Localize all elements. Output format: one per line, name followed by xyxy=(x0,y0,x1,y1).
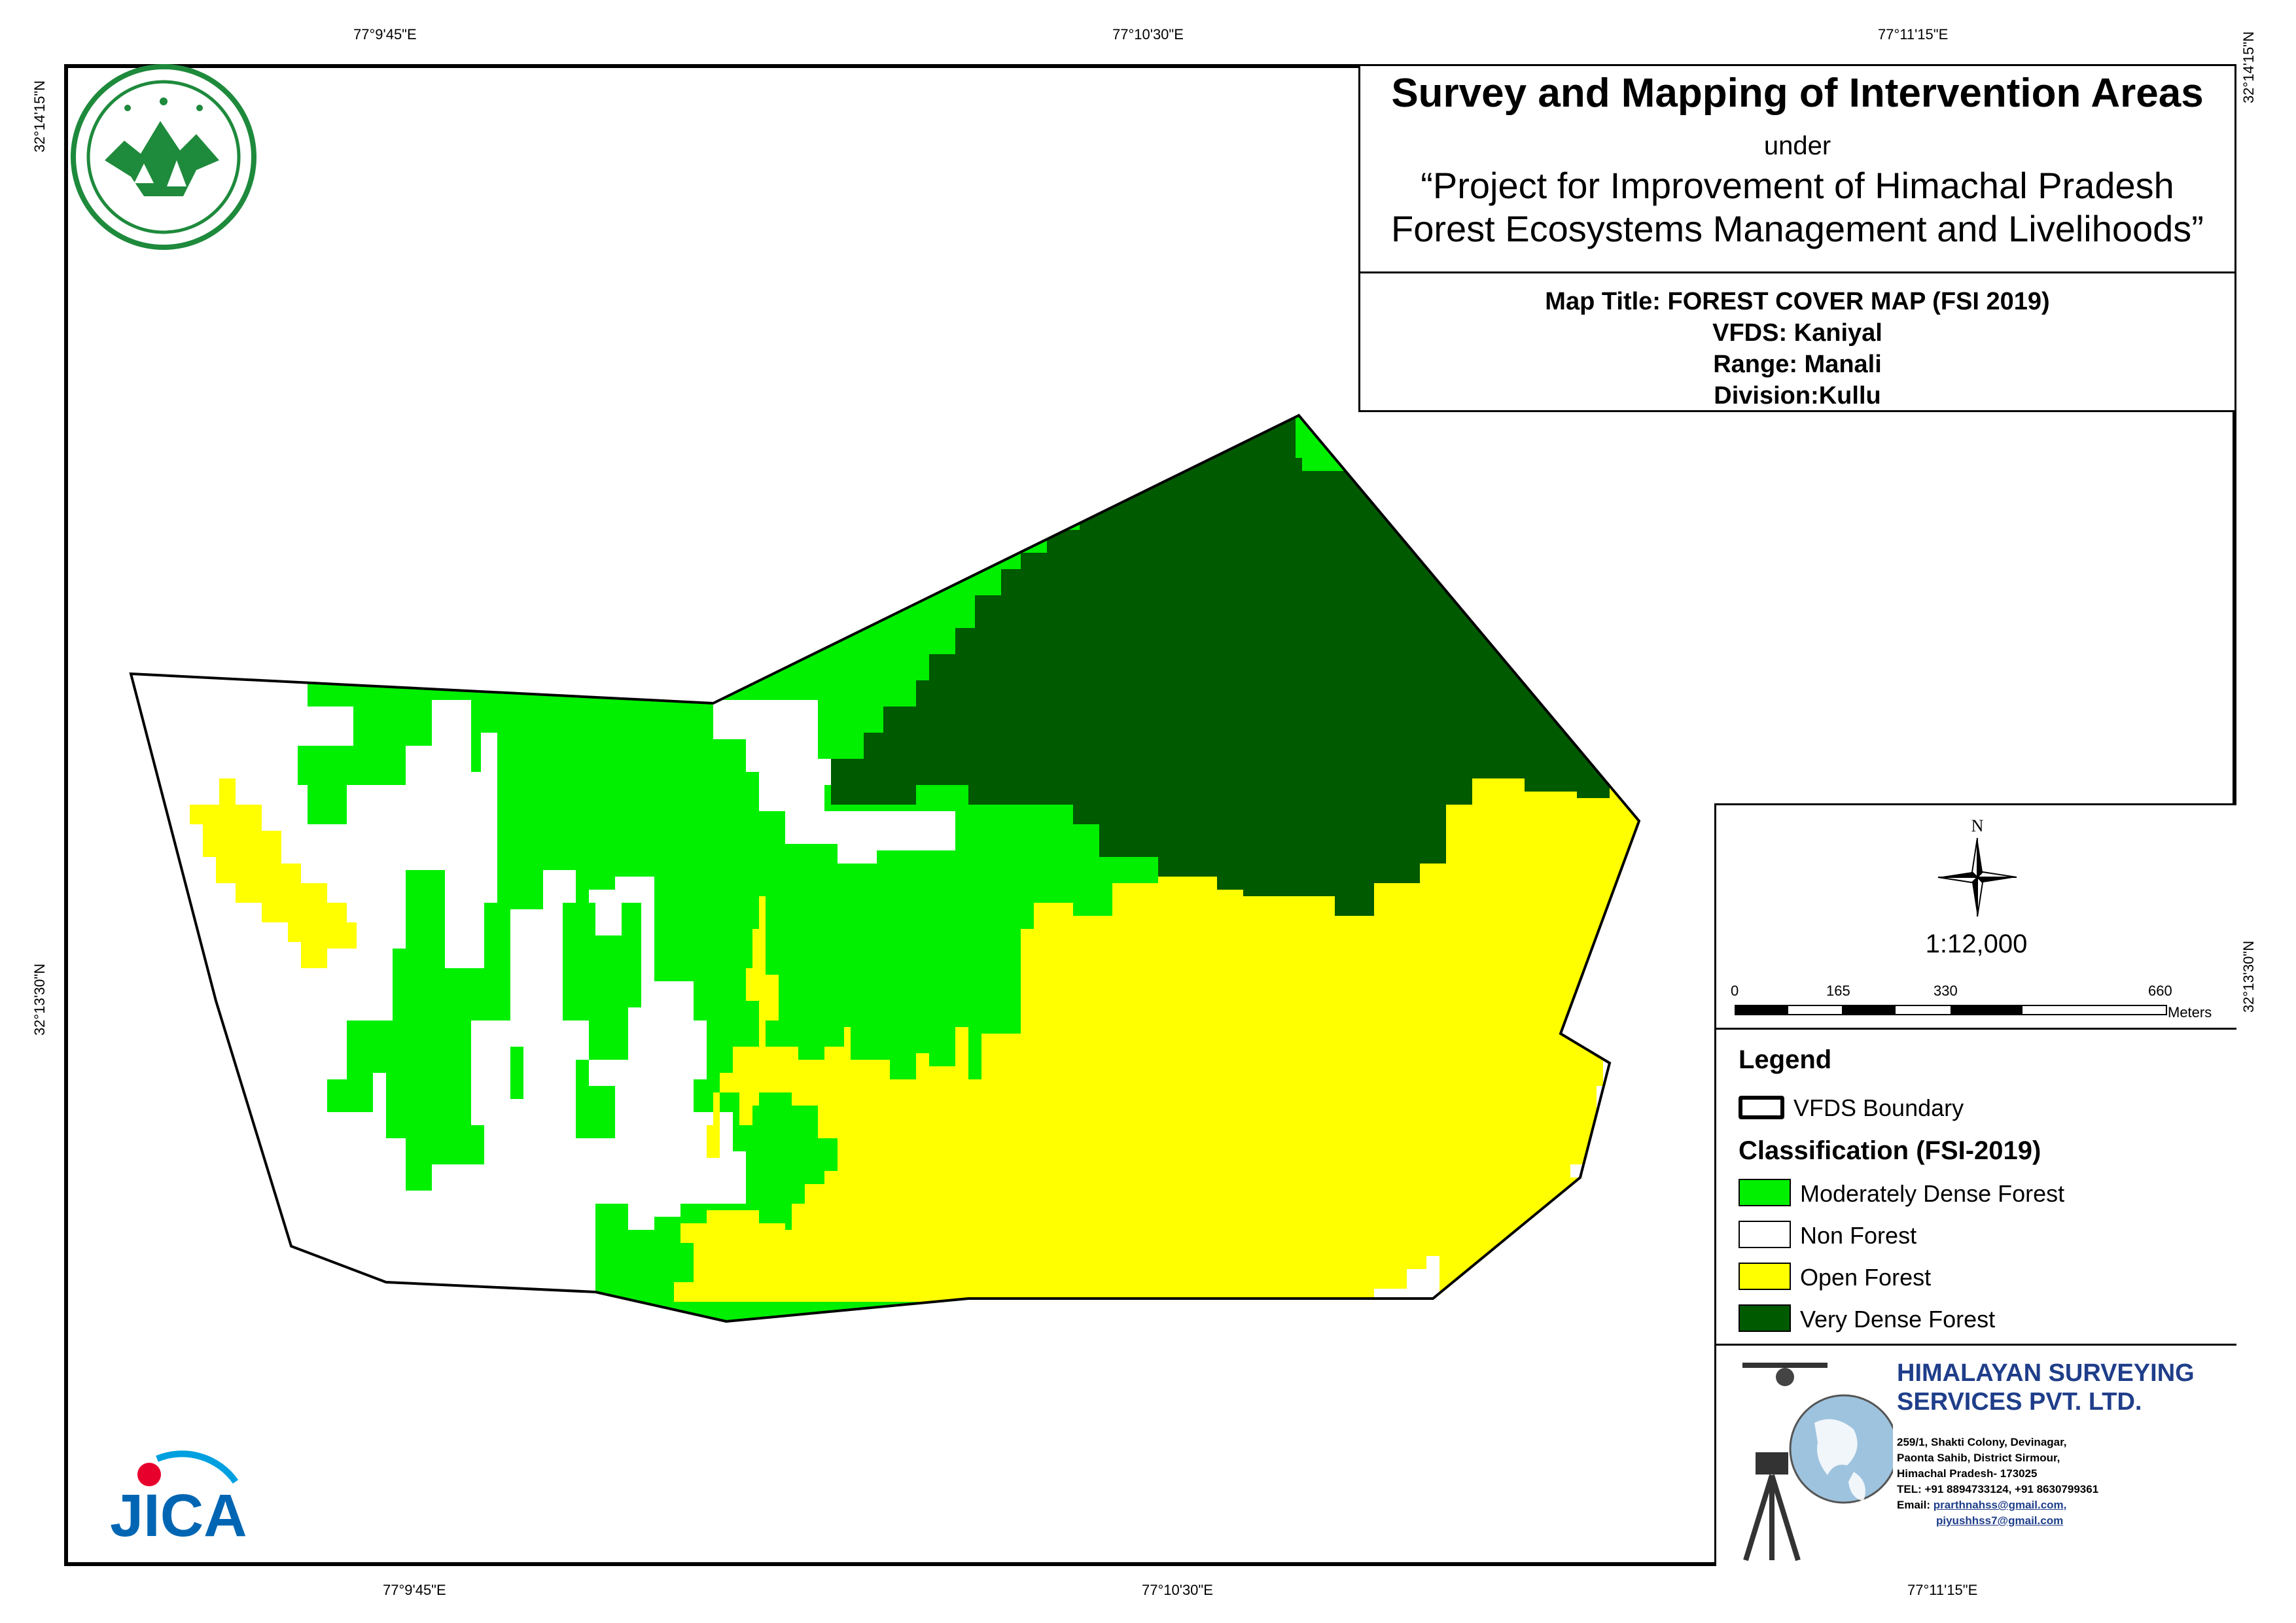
title-under: under xyxy=(1763,131,1831,160)
legend-label-open-forest: Open Forest xyxy=(1800,1264,1932,1291)
legend-swatch-non-forest xyxy=(1739,1221,1791,1248)
title-main: Survey and Mapping of Intervention Areas xyxy=(1391,71,2204,116)
legend-label-very-dense: Very Dense Forest xyxy=(1800,1306,1996,1333)
scale-tick-165: 165 xyxy=(1826,983,1850,999)
moderately-dense-patch-north xyxy=(1296,415,1361,471)
bottom-coord-1: 77°9'45"E xyxy=(383,1582,446,1598)
email-link-2[interactable]: piyushhss7@gmail.com xyxy=(1936,1514,2064,1527)
map-title-text: Map Title: FOREST COVER MAP (FSI 2019) xyxy=(1545,288,2050,315)
title-project-line2: Forest Ecosystems Management and Livelih… xyxy=(1391,208,2204,249)
company-name-line2: SERVICES PVT. LTD. xyxy=(1897,1388,2142,1416)
title-project: “Project for Improvement of Himachal Pra… xyxy=(1360,164,2234,251)
scale-ratio: 1:12,000 xyxy=(1925,930,2028,958)
vfds-text: VFDS: Kaniyal xyxy=(1712,319,1882,347)
legend-swatch-boundary xyxy=(1739,1096,1784,1119)
scale-unit: Meters xyxy=(2168,1004,2212,1021)
bottom-coord-3: 77°11'15"E xyxy=(1907,1582,1978,1598)
non-forest-edge-southeast xyxy=(1374,1256,1439,1302)
legend-label-boundary: VFDS Boundary xyxy=(1793,1094,1964,1121)
company-address-2: Paonta Sahib, District Sirmour, xyxy=(1897,1452,2060,1464)
company-logo xyxy=(1742,1363,1893,1562)
company-name: HIMALAYAN SURVEYING SERVICES PVT. LTD. xyxy=(1897,1359,2195,1416)
legend-swatch-moderately-dense xyxy=(1739,1179,1791,1206)
top-coord-2: 77°10'30"E xyxy=(1112,26,1184,43)
bottom-coord-2: 77°10'30"E xyxy=(1142,1582,1213,1598)
scale-tick-0: 0 xyxy=(1731,983,1739,999)
legend-label-non-forest: Non Forest xyxy=(1800,1222,1917,1249)
scale-tick-660: 660 xyxy=(2148,983,2172,999)
moderately-dense-patch-south xyxy=(746,1106,824,1223)
survey-instrument-icon xyxy=(1756,1452,1788,1475)
company-email: Email: prarthnahss@gmail.com, xyxy=(1897,1499,2066,1512)
scale-section: N 1:12,000 0 165 330 660 Meters xyxy=(1716,805,2236,1030)
title-project-line1: “Project for Improvement of Himachal Pra… xyxy=(1421,165,2174,206)
non-forest-area-west xyxy=(131,667,746,1302)
division-text: Division:Kullu xyxy=(1714,382,1881,410)
north-arrow-icon: N xyxy=(1937,816,2017,917)
range-text: Range: Manali xyxy=(1713,351,1882,378)
jica-wordmark: JICA xyxy=(110,1482,247,1549)
top-coord-3: 77°11'15"E xyxy=(1878,26,1949,43)
legend-label-moderately-dense: Moderately Dense Forest xyxy=(1800,1180,2065,1207)
legend-section: Legend VFDS Boundary Classification (FSI… xyxy=(1716,1030,2236,1346)
classification-title: Classification (FSI-2019) xyxy=(1739,1136,2041,1165)
company-phone: TEL: +91 8894733124, +91 8630799361 xyxy=(1897,1483,2099,1495)
info-panel: Map Title: FOREST COVER MAP (FSI 2019) V… xyxy=(1358,273,2236,412)
company-address-1: 259/1, Shakti Colony, Devinagar, xyxy=(1897,1436,2067,1448)
scale-bar xyxy=(1735,1005,2167,1015)
scale-tick-330: 330 xyxy=(1934,983,1958,999)
email-label: Email: xyxy=(1897,1499,1934,1511)
legend-swatch-open-forest xyxy=(1739,1263,1791,1290)
vfds-boundary-line xyxy=(129,413,1641,1323)
forest-classes xyxy=(131,415,1639,1321)
company-section: HIMALAYAN SURVEYING SERVICES PVT. LTD. 2… xyxy=(1716,1346,2236,1568)
drone-icon xyxy=(1742,1363,1828,1368)
legend-panel: N 1:12,000 0 165 330 660 Meters Legend V… xyxy=(1714,803,2236,1566)
title-panel: Survey and Mapping of Intervention Areas… xyxy=(1358,64,2236,273)
top-coord-1: 77°9'45"E xyxy=(353,26,417,43)
forest-department-logo xyxy=(71,64,256,250)
email-link-1[interactable]: prarthnahss@gmail.com, xyxy=(1933,1499,2067,1511)
open-forest-patch-west xyxy=(190,778,357,968)
legend-title: Legend xyxy=(1739,1045,1832,1074)
open-forest-area-south xyxy=(674,772,1639,1302)
legend-swatch-very-dense xyxy=(1739,1304,1791,1332)
north-label: N xyxy=(1971,816,1984,835)
jica-logo: JICA xyxy=(110,1450,247,1549)
company-name-line1: HIMALAYAN SURVEYING xyxy=(1897,1359,2195,1387)
company-address-3: Himachal Pradesh- 173025 xyxy=(1897,1467,2038,1480)
